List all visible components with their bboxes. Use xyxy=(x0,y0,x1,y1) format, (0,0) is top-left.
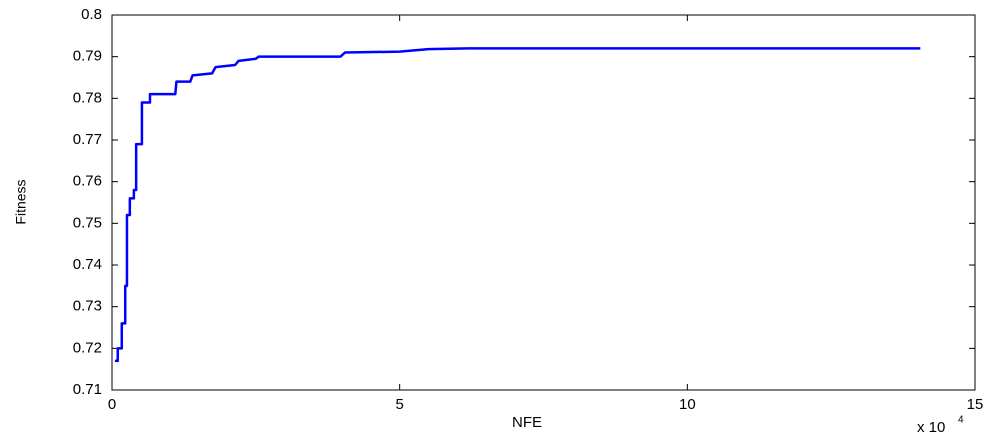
y-tick-label: 0.72 xyxy=(73,339,102,356)
x-tick-label: 10 xyxy=(679,396,696,413)
y-tick-label: 0.73 xyxy=(73,298,102,315)
x-tick-label: 5 xyxy=(395,396,403,413)
y-tick-label: 0.76 xyxy=(73,173,102,190)
y-tick-label: 0.75 xyxy=(73,214,102,231)
x-multiplier: x 10 xyxy=(917,419,945,436)
y-tick-label: 0.78 xyxy=(73,89,102,106)
x-multiplier-exponent: 4 xyxy=(958,415,964,426)
line-series xyxy=(114,47,921,363)
x-tick-label: 0 xyxy=(108,396,116,413)
x-axis-label: NFE xyxy=(512,414,542,431)
x-tick-label: 15 xyxy=(967,396,984,413)
y-axis-label: Fitness xyxy=(13,179,29,224)
y-tick-label: 0.74 xyxy=(73,256,102,273)
y-tick-label: 0.71 xyxy=(73,381,102,398)
plot-frame xyxy=(111,14,976,391)
y-tick-label: 0.77 xyxy=(73,131,102,148)
y-tick-label: 0.8 xyxy=(81,6,102,23)
y-tick-label: 0.79 xyxy=(73,48,102,65)
